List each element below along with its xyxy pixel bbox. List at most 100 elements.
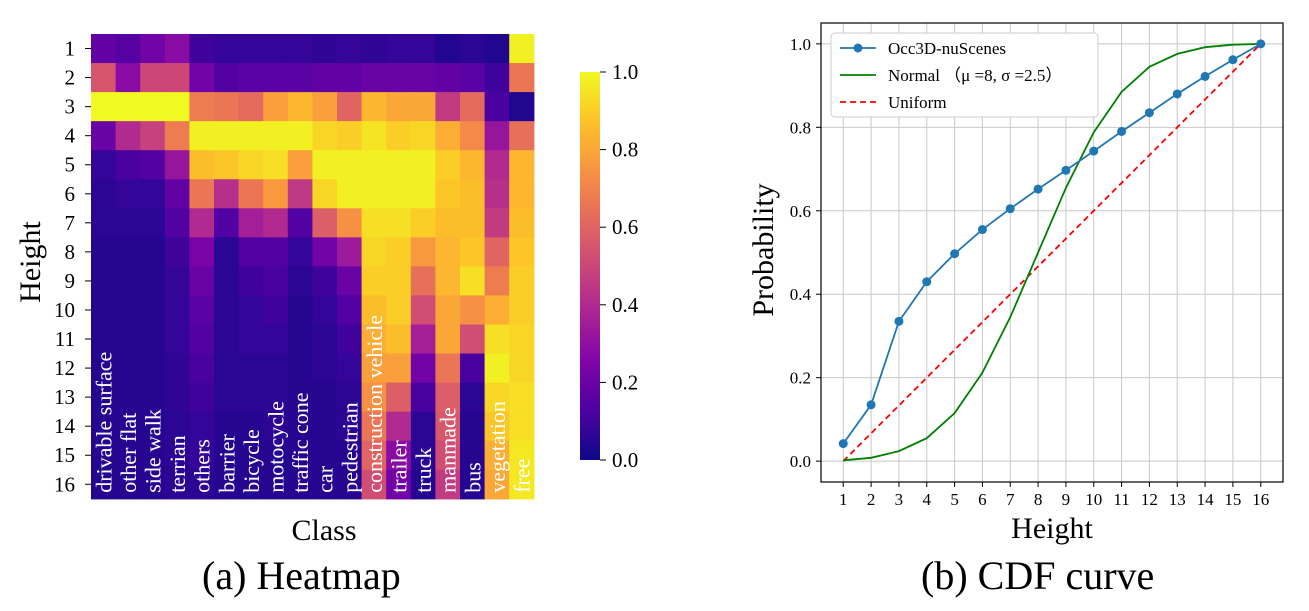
legend-label: Occ3D-nuScenes [888, 39, 1006, 58]
heatmap-cell [460, 237, 486, 267]
heatmap-row-label: 8 [65, 240, 76, 264]
heatmap-cell [189, 324, 215, 355]
heatmap-cell [91, 411, 117, 442]
heatmap-cell [435, 34, 461, 64]
heatmap-cell [361, 324, 387, 355]
heatmap-cell [460, 353, 486, 384]
heatmap-cell [460, 179, 486, 209]
heatmap-row-label: 2 [65, 66, 76, 90]
heatmap-cell [410, 121, 436, 151]
heatmap-cell [337, 63, 363, 93]
heatmap-cell [140, 353, 166, 384]
heatmap-cell [91, 237, 117, 267]
heatmap-cell [509, 324, 535, 355]
x-tick-label: 7 [1006, 490, 1015, 509]
heatmap-cell [263, 63, 289, 93]
heatmap-cell [91, 34, 117, 64]
x-tick-label: 14 [1197, 490, 1215, 509]
heatmap-class-label: car [313, 465, 338, 493]
heatmap-cell [435, 92, 461, 122]
heatmap-cell [386, 150, 412, 180]
heatmap-cell [312, 324, 338, 355]
heatmap-cell [91, 440, 117, 471]
heatmap-cell [435, 324, 461, 355]
heatmap-class-label: construction vehicle [362, 315, 387, 493]
heatmap-cell [386, 34, 412, 64]
heatmap-cell [460, 440, 486, 471]
heatmap-cell [312, 237, 338, 267]
colorbar-tick-label: 0.6 [612, 215, 638, 239]
heatmap-cell [189, 63, 215, 93]
heatmap-cell [238, 34, 264, 64]
heatmap-cell [115, 121, 141, 151]
heatmap-cell [164, 92, 190, 122]
heatmap-row-label: 1 [65, 37, 76, 61]
heatmap-cell [509, 440, 535, 471]
heatmap-cell [115, 411, 141, 442]
heatmap-cell [361, 353, 387, 384]
x-tick-label: 13 [1169, 490, 1186, 509]
heatmap-cell [386, 353, 412, 384]
heatmap-cell [460, 121, 486, 151]
heatmap-cell [140, 179, 166, 209]
heatmap-cell [435, 353, 461, 384]
heatmap-cell [337, 382, 363, 413]
heatmap-x-axis-label: Class [291, 514, 356, 547]
heatmap-cell [115, 353, 141, 384]
heatmap-cell [263, 440, 289, 471]
heatmap-cell [484, 266, 510, 297]
series-line [843, 42, 1261, 462]
heatmap-cell [509, 382, 535, 413]
heatmap-row-label: 14 [54, 414, 76, 438]
heatmap-cell [435, 440, 461, 471]
heatmap-cell [214, 34, 240, 64]
series-point [866, 400, 876, 410]
heatmap-cell [386, 440, 412, 471]
heatmap-cell [140, 382, 166, 413]
heatmap-cell [164, 324, 190, 355]
heatmap-cell [189, 208, 215, 238]
heatmap-cell [287, 324, 313, 355]
heatmap-cell [263, 34, 289, 64]
x-tick-label: 15 [1224, 490, 1241, 509]
heatmap-cell [91, 63, 117, 93]
heatmap-cell [238, 324, 264, 355]
series-point [1061, 165, 1071, 175]
heatmap-cell [312, 179, 338, 209]
heatmap-cell [509, 237, 535, 267]
heatmap-cell [484, 92, 510, 122]
heatmap-cell [214, 150, 240, 180]
heatmap-cell [484, 237, 510, 267]
heatmap-class-label: bus [460, 462, 485, 493]
heatmap-cell [410, 295, 436, 326]
x-tick-label: 10 [1085, 490, 1102, 509]
heatmap-cell [312, 34, 338, 64]
series-point [1089, 146, 1099, 156]
heatmap-cell [509, 295, 535, 326]
plot-frame [820, 22, 1284, 483]
heatmap-row-label: 15 [54, 443, 75, 467]
heatmap-cell [460, 92, 486, 122]
heatmap-cell [263, 208, 289, 238]
series-point [1117, 126, 1127, 136]
heatmap-cell [263, 411, 289, 442]
heatmap-cell [189, 121, 215, 151]
heatmap-cell [484, 121, 510, 151]
heatmap-cell [91, 353, 117, 384]
heatmap-cell [484, 469, 510, 500]
x-tick-label: 4 [923, 490, 932, 509]
heatmap-cell [484, 440, 510, 471]
heatmap-row-label: 10 [54, 298, 75, 322]
heatmap-cell [386, 121, 412, 151]
heatmap-cell [214, 440, 240, 471]
heatmap-cell [263, 324, 289, 355]
heatmap-class-label: other flat [116, 413, 141, 493]
heatmap-cell [386, 469, 412, 500]
heatmap-cell [115, 179, 141, 209]
heatmap-cell [214, 121, 240, 151]
heatmap-cell [214, 208, 240, 238]
heatmap-cell [361, 34, 387, 64]
heatmap-cell [337, 150, 363, 180]
heatmap-cell [337, 469, 363, 500]
